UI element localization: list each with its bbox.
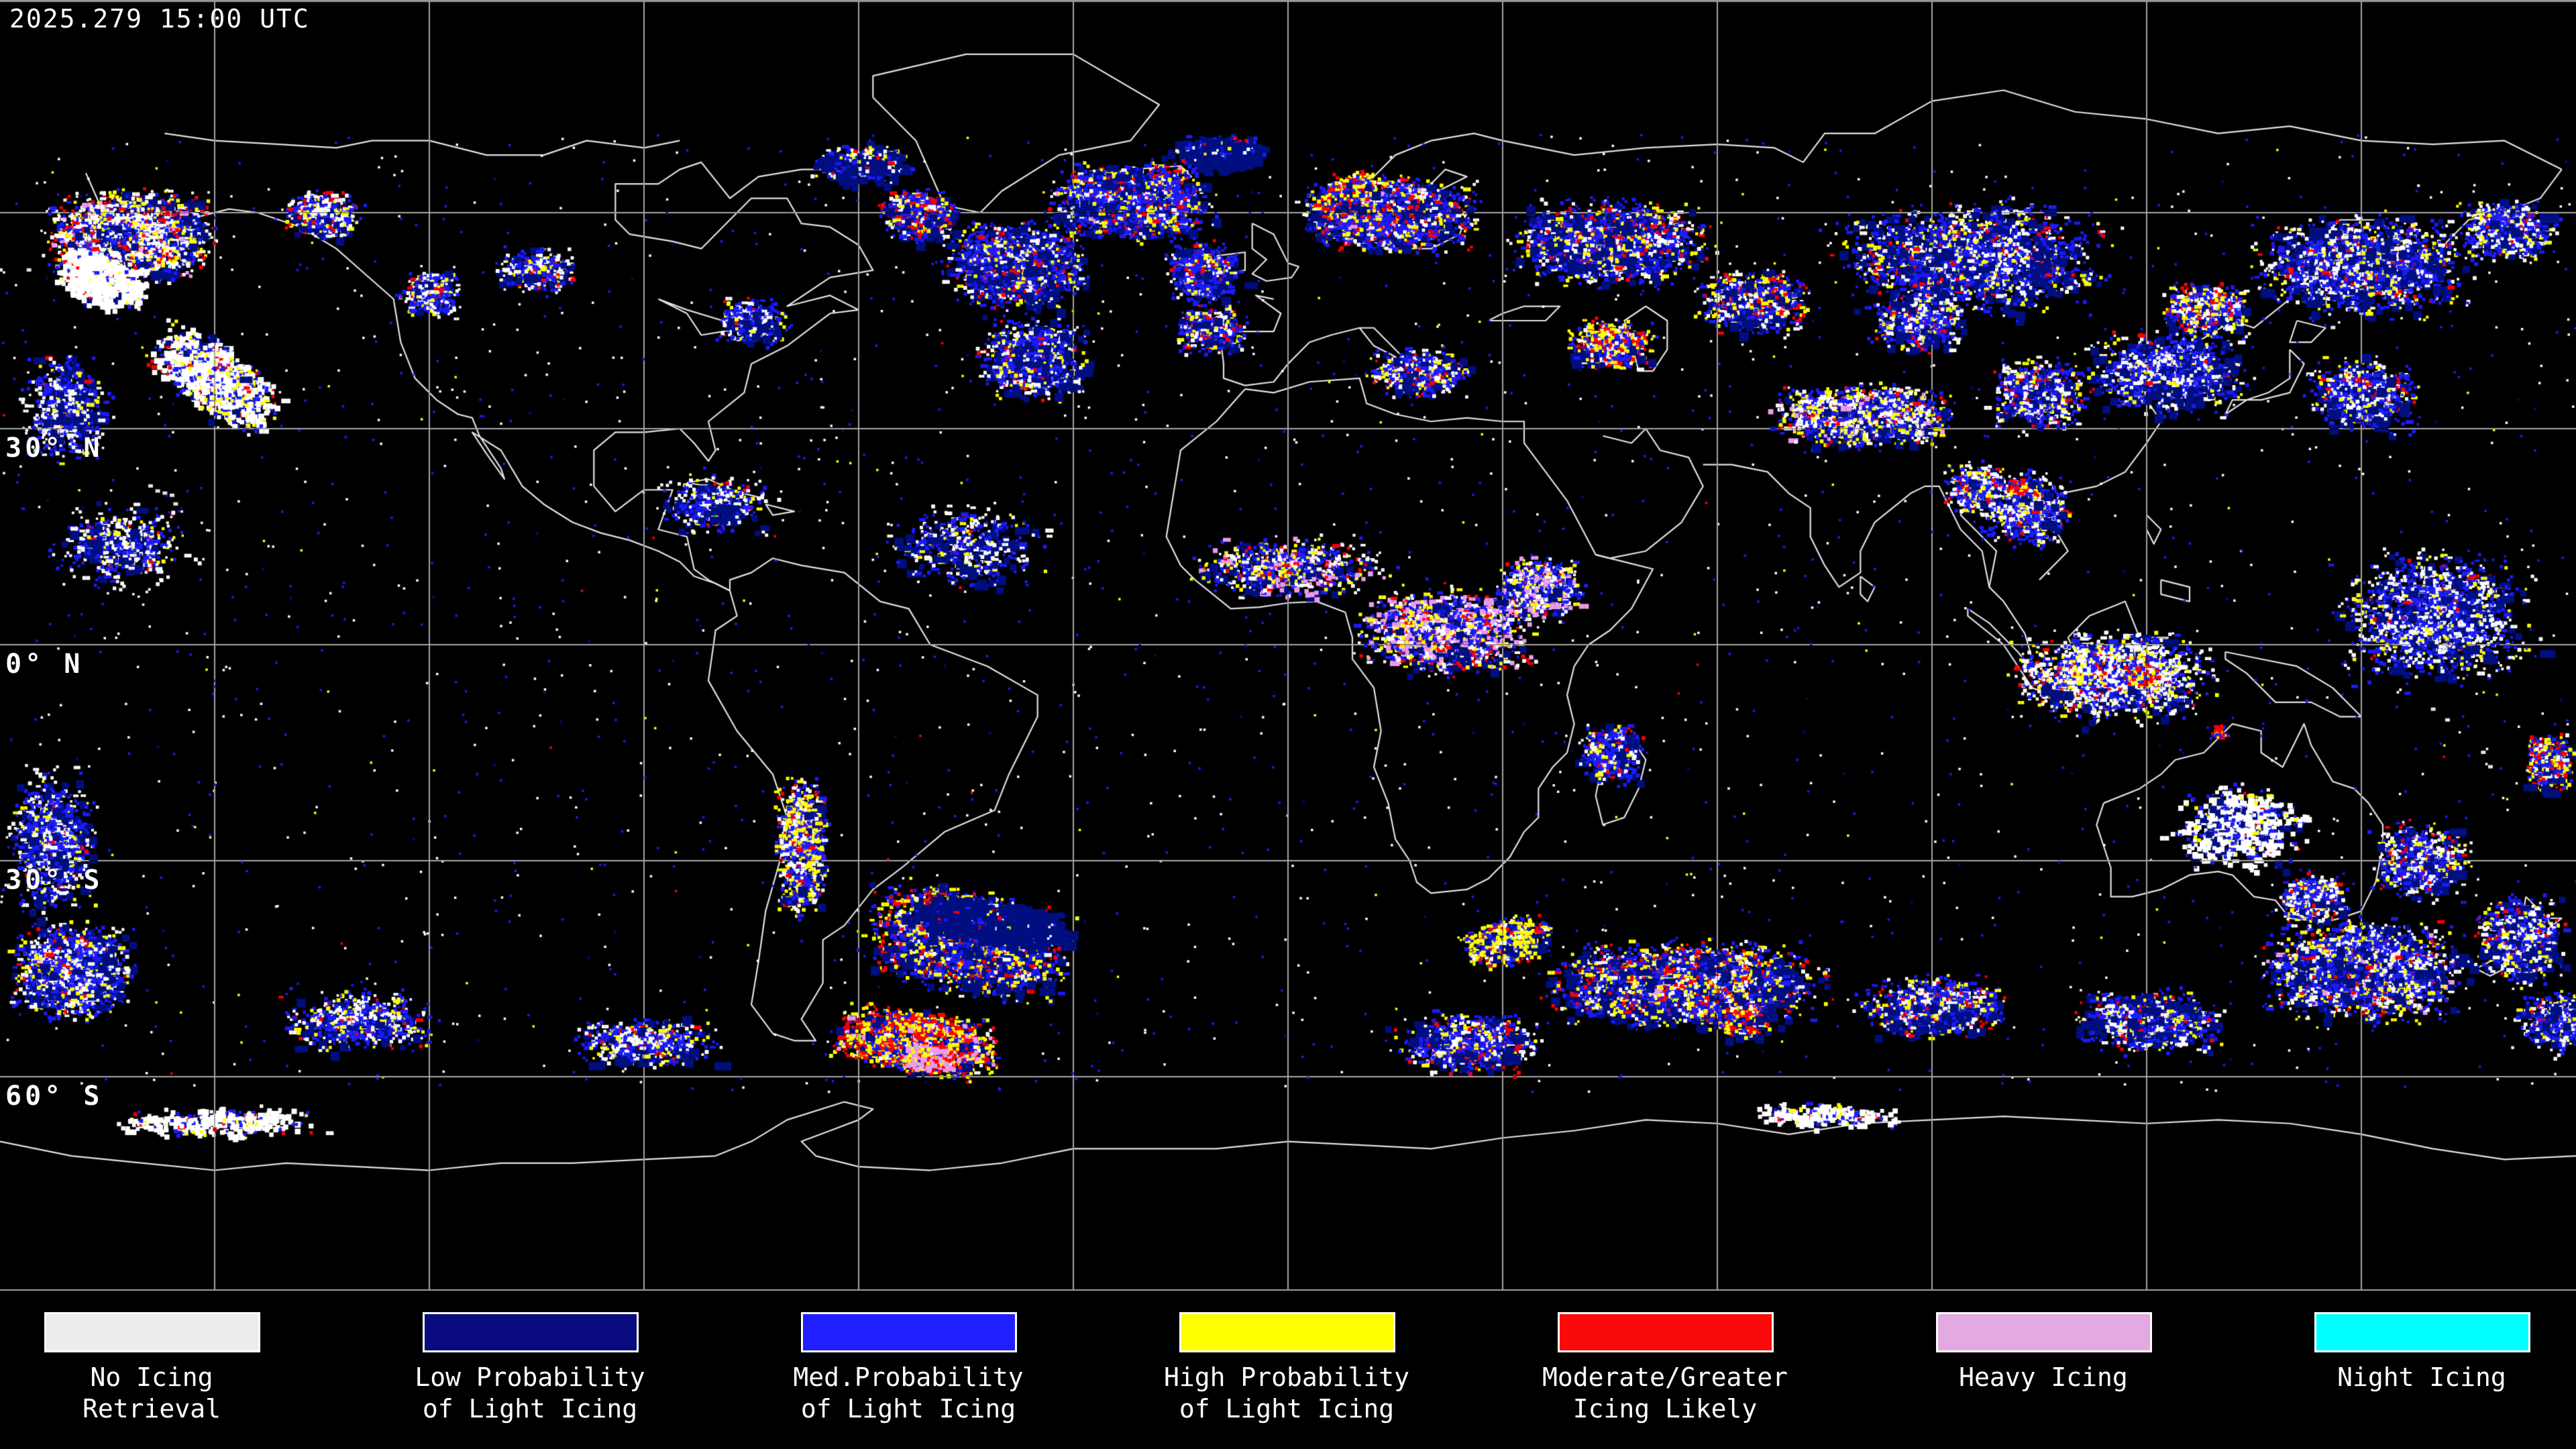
legend-label: Heavy Icing bbox=[1854, 1362, 2233, 1393]
legend-swatch-med-probability bbox=[801, 1312, 1017, 1352]
lat-label: 30° S bbox=[5, 864, 103, 896]
lat-label: 0° N bbox=[5, 648, 84, 680]
legend-label-line: No Icing bbox=[90, 1362, 213, 1392]
legend-swatch-moderate-greater bbox=[1558, 1312, 1774, 1352]
legend-swatch-night-icing bbox=[2314, 1312, 2530, 1352]
legend-label-line: Night Icing bbox=[2337, 1362, 2506, 1392]
legend-label: Low Probability of Light Icing bbox=[341, 1362, 719, 1425]
legend-item-high-probability: High Probability of Light Icing bbox=[1097, 1292, 1476, 1449]
legend-swatch-low-probability bbox=[423, 1312, 639, 1352]
legend-label-line: Low Probability bbox=[415, 1362, 645, 1392]
legend-label: Med.Probability of Light Icing bbox=[719, 1362, 1097, 1425]
legend-swatch-no-icing-retrieval bbox=[44, 1312, 260, 1352]
legend-label: Moderate/Greater Icing Likely bbox=[1476, 1362, 1854, 1425]
legend-label-line: Retrieval bbox=[83, 1394, 221, 1424]
legend-label-line: Heavy Icing bbox=[1959, 1362, 2128, 1392]
legend-label: High Probability of Light Icing bbox=[1097, 1362, 1476, 1425]
legend-item-night-icing: Night Icing bbox=[2233, 1292, 2576, 1449]
legend-label-line: of Light Icing bbox=[1179, 1394, 1395, 1424]
legend-label-line: Moderate/Greater bbox=[1542, 1362, 1788, 1392]
lat-label: 60° S bbox=[5, 1080, 103, 1112]
legend-label-line: High Probability bbox=[1163, 1362, 1410, 1392]
legend-bar: No Icing Retrieval Low Probability of Light… bbox=[0, 1292, 2576, 1449]
legend-label: Night Icing bbox=[2233, 1362, 2576, 1393]
legend-item-moderate-greater: Moderate/Greater Icing Likely bbox=[1476, 1292, 1854, 1449]
legend-item-heavy-icing: Heavy Icing bbox=[1854, 1292, 2233, 1449]
lat-label: 30° N bbox=[5, 432, 103, 464]
legend-swatch-heavy-icing bbox=[1936, 1312, 2152, 1352]
legend-label-line: Icing Likely bbox=[1572, 1394, 1758, 1424]
world-map-canvas bbox=[0, 0, 2576, 1292]
legend-item-med-probability: Med.Probability of Light Icing bbox=[719, 1292, 1097, 1449]
legend-label-line: of Light Icing bbox=[800, 1394, 1016, 1424]
legend-label: No Icing Retrieval bbox=[0, 1362, 341, 1425]
legend-label-line: of Light Icing bbox=[422, 1394, 638, 1424]
timestamp: 2025.279 15:00 UTC bbox=[9, 4, 310, 34]
legend-swatch-high-probability bbox=[1179, 1312, 1395, 1352]
legend-item-no-icing-retrieval: No Icing Retrieval bbox=[0, 1292, 341, 1449]
legend-label-line: Med.Probability bbox=[793, 1362, 1024, 1392]
legend-item-low-probability: Low Probability of Light Icing bbox=[341, 1292, 719, 1449]
